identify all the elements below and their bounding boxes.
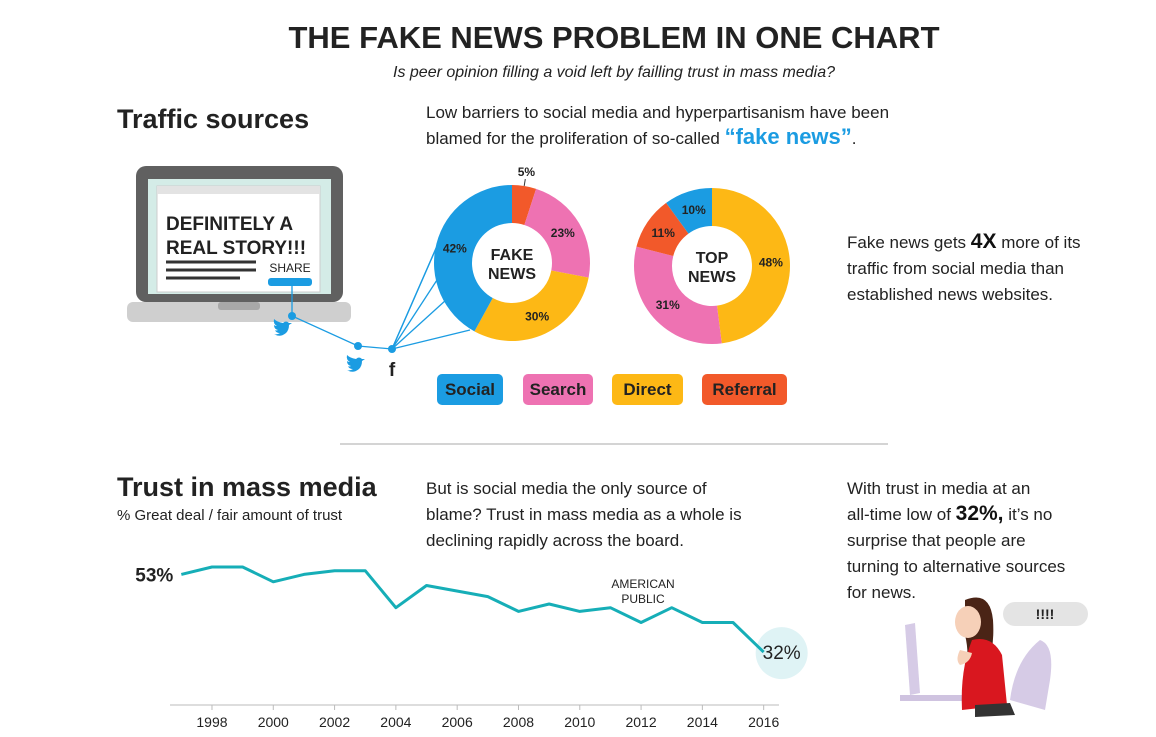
text-line: blamed for the proliferation of so-calle… — [426, 124, 857, 149]
laptop-text: DEFINITELY A REAL STORY!!! SHARE — [166, 214, 311, 275]
share-icons: f — [273, 312, 396, 381]
text-line: blame? Trust in mass media as a whole is — [426, 505, 742, 524]
paragraph: But is social media the only source of bl… — [426, 479, 742, 550]
legend-swatch — [437, 374, 503, 405]
text-run: But is social media the only source of — [426, 479, 707, 498]
legend-label: Social — [445, 380, 495, 399]
pie-center-label: TOP — [696, 250, 729, 267]
text-run: for news. — [847, 583, 916, 602]
x-tick-label: 2000 — [258, 714, 289, 730]
text-run: all-time low of — [847, 505, 956, 524]
note: Fake news gets 4X more of its traffic fro… — [847, 230, 1081, 304]
text-run: blame? Trust in mass media as a whole is — [426, 505, 742, 524]
slice-label: 5% — [518, 165, 536, 179]
text-run: surprise that people are — [847, 531, 1026, 550]
text-run: declining rapidly across the board. — [426, 531, 684, 550]
slice-label: 23% — [551, 226, 575, 240]
text-line: declining rapidly across the board. — [426, 531, 684, 550]
x-tick-label: 2010 — [564, 714, 595, 730]
trend-line — [180, 565, 765, 654]
legend-swatch — [702, 374, 787, 405]
text-run: blamed for the proliferation of so-calle… — [426, 129, 725, 148]
pie-slice — [636, 202, 689, 257]
legend-label: Referral — [712, 380, 776, 399]
highlight-text: “fake news” — [725, 124, 852, 149]
pie-center-label: NEWS — [488, 266, 536, 283]
label-leader — [523, 178, 526, 187]
share-label: SHARE — [269, 261, 310, 275]
x-tick-label: 2016 — [748, 714, 779, 730]
laptop — [127, 166, 351, 322]
x-tick-label: 2004 — [380, 714, 411, 730]
slice-label: 31% — [656, 298, 680, 312]
text-run: With trust in media at an — [847, 479, 1030, 498]
illustration: !!!! — [900, 597, 1088, 717]
legend-swatch — [523, 374, 593, 405]
text-run: traffic from social media than — [847, 259, 1064, 278]
section-heading: Trust in mass media — [117, 472, 378, 502]
pie-slice — [666, 188, 712, 234]
pie-slice — [474, 270, 589, 342]
text-run: turning to alternative sources — [847, 557, 1065, 576]
text-line: traffic from social media than — [847, 259, 1064, 278]
text-line: for news. — [847, 583, 916, 602]
series-annotation: AMERICAN — [611, 577, 674, 591]
text-run: . — [852, 129, 857, 148]
legend-label: Direct — [623, 380, 672, 399]
headline-line: REAL STORY!!! — [166, 238, 306, 259]
series-annotation: PUBLIC — [621, 592, 665, 606]
x-tick-label: 2012 — [625, 714, 656, 730]
x-tick-label: 2006 — [442, 714, 473, 730]
slice-label: 10% — [682, 203, 706, 217]
text-line: Low barriers to social media and hyperpa… — [426, 103, 889, 122]
pie-center-label: FAKE — [491, 247, 534, 264]
strong-text: 32%, — [956, 502, 1004, 525]
text-line: But is social media the only source of — [426, 479, 707, 498]
paragraph: Low barriers to social media and hyperpa… — [426, 103, 889, 149]
section-heading: Traffic sources — [117, 104, 309, 134]
x-tick-label: 2008 — [503, 714, 534, 730]
legend-swatch — [612, 374, 683, 405]
pie-slice — [512, 185, 537, 225]
pie-slice — [712, 188, 791, 344]
pie-slice — [434, 185, 512, 332]
legend: Social Search Direct Referral — [437, 374, 787, 405]
headline-line: DEFINITELY A — [166, 214, 293, 235]
subtitle: Is peer opinion filling a void left by f… — [393, 64, 835, 81]
slice-label: 42% — [443, 241, 467, 255]
text-line: surprise that people are — [847, 531, 1026, 550]
text-line: turning to alternative sources — [847, 557, 1065, 576]
speech-bubble: !!!! — [1036, 606, 1055, 622]
legend-label: Search — [530, 380, 587, 399]
svg-text:f: f — [389, 360, 396, 381]
pie-slice — [633, 246, 722, 344]
text-run: Low barriers to social media and hyperpa… — [426, 103, 889, 122]
value-label: 53% — [135, 565, 173, 586]
section-subheading: % Great deal / fair amount of trust — [117, 507, 343, 524]
title: THE FAKE NEWS PROBLEM IN ONE CHART — [288, 20, 939, 55]
text-run: it’s no — [1004, 505, 1053, 524]
text-run: more of its — [996, 233, 1080, 252]
pie-center-label: NEWS — [688, 269, 736, 286]
x-tick-label: 2002 — [319, 714, 350, 730]
text-line: With trust in media at an — [847, 479, 1030, 498]
pie-slice — [524, 188, 590, 278]
slice-label: 30% — [525, 309, 549, 323]
charts: 5% 23% 30% 42% FAKE NEWS 48% 31% 11% 10% TOP NEWS 19… — [135, 165, 808, 730]
text-line: Fake news gets 4X more of its — [847, 230, 1081, 253]
note: With trust in media at an all-time low of… — [847, 479, 1065, 602]
x-tick-label: 1998 — [196, 714, 227, 730]
text-line: established news websites. — [847, 285, 1053, 304]
text-run: Fake news gets — [847, 233, 971, 252]
text-run: established news websites. — [847, 285, 1053, 304]
slice-label: 11% — [652, 226, 676, 240]
text-line: all-time low of 32%, it’s no — [847, 502, 1052, 525]
slice-label: 48% — [759, 255, 783, 269]
end-highlight — [755, 627, 808, 680]
strong-text: 4X — [971, 230, 997, 253]
x-tick-label: 2014 — [687, 714, 718, 730]
value-label: 32% — [763, 643, 801, 664]
